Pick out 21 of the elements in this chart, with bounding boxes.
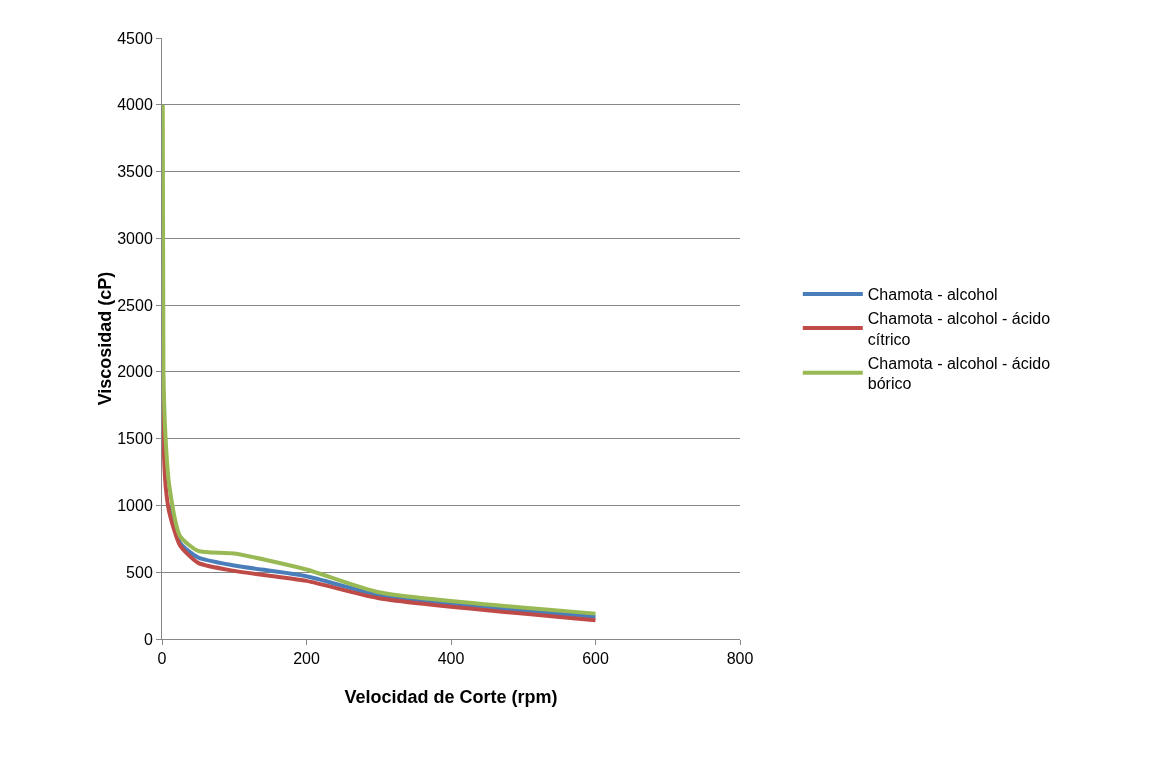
legend-label: Chamota - alcohol: [867, 286, 998, 304]
legend-label: Chamota - alcohol - ácido bórico: [867, 354, 1051, 393]
x-tick-label: 600: [582, 650, 609, 668]
y-tick-label: 2000: [117, 363, 153, 381]
x-tick-label: 800: [726, 650, 754, 668]
x-tick-label: 400: [437, 650, 465, 668]
y-tick-label: 3000: [117, 229, 153, 247]
y-tick-label: 2500: [117, 296, 153, 314]
y-tick-label: 4500: [117, 29, 153, 47]
y-tick-label: 1000: [117, 497, 153, 515]
y-tick-label: 1500: [117, 430, 153, 448]
x-tick-label: 200: [293, 650, 320, 668]
y-tick-label: 500: [126, 563, 153, 581]
y-axis-title: Viscosidad (cP): [95, 271, 116, 406]
legend-label: Chamota - alcohol - ácido cítrico: [867, 309, 1051, 348]
x-axis-title: Velocidad de Corte (rpm): [344, 687, 558, 707]
line-series: [162, 102, 598, 616]
y-tick-label: 0: [143, 630, 153, 648]
x-tick-label: 0: [157, 650, 167, 668]
y-tick-label: 4000: [117, 96, 153, 114]
y-tick-label: 3500: [117, 163, 153, 181]
